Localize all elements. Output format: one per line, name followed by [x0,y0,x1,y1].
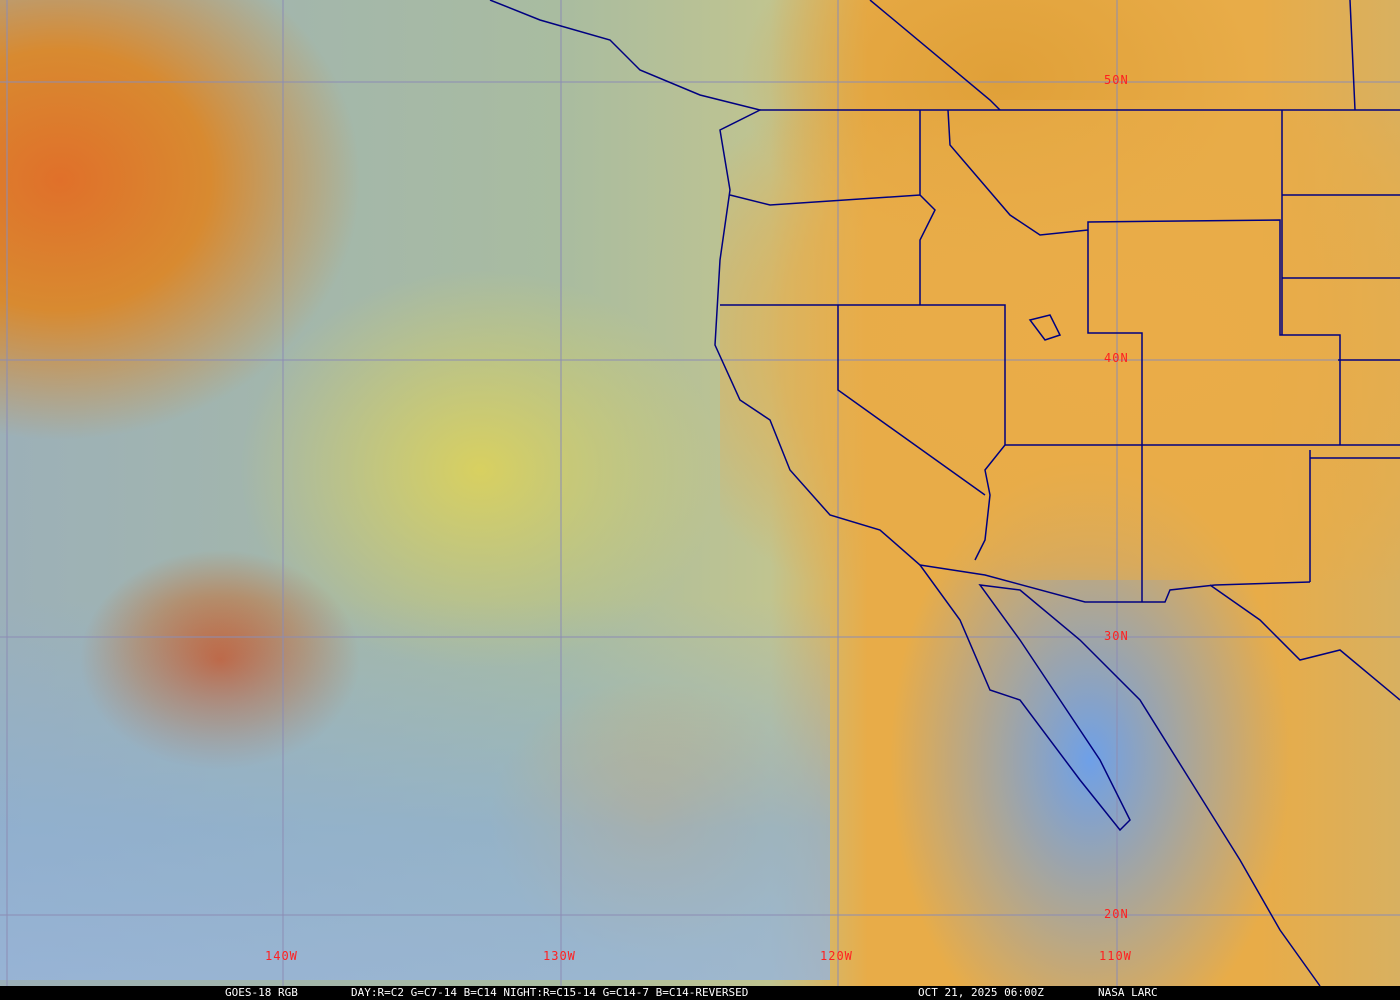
border-mexico [919,564,1311,603]
coastline [489,0,1321,987]
coastline-mexico [1209,584,1400,701]
caption-product: GOES-18 RGB [225,986,298,999]
great-salt-lake [1028,314,1062,341]
land-region [720,100,1400,580]
ocean-region [0,600,830,980]
caption-credit: NASA LARC [1098,986,1158,999]
lat-label-30n: 30N [1104,629,1129,643]
lon-label-130w: 130W [543,949,576,963]
caption-bar: GOES-18 RGB DAY:R=C2 G=C7-14 B=C14 NIGHT… [0,986,1400,1000]
lon-label-110w: 110W [1099,949,1132,963]
state-lines [720,0,1400,602]
lat-label-20n: 20N [1104,907,1129,921]
lat-label-50n: 50N [1104,73,1129,87]
caption-timestamp: OCT 21, 2025 06:00Z [918,986,1044,999]
lon-label-120w: 120W [820,949,853,963]
boundaries [489,0,1400,987]
lon-label-140w: 140W [265,949,298,963]
lat-label-40n: 40N [1104,351,1129,365]
caption-recipe: DAY:R=C2 G=C7-14 B=C14 NIGHT:R=C15-14 G=… [351,986,749,999]
